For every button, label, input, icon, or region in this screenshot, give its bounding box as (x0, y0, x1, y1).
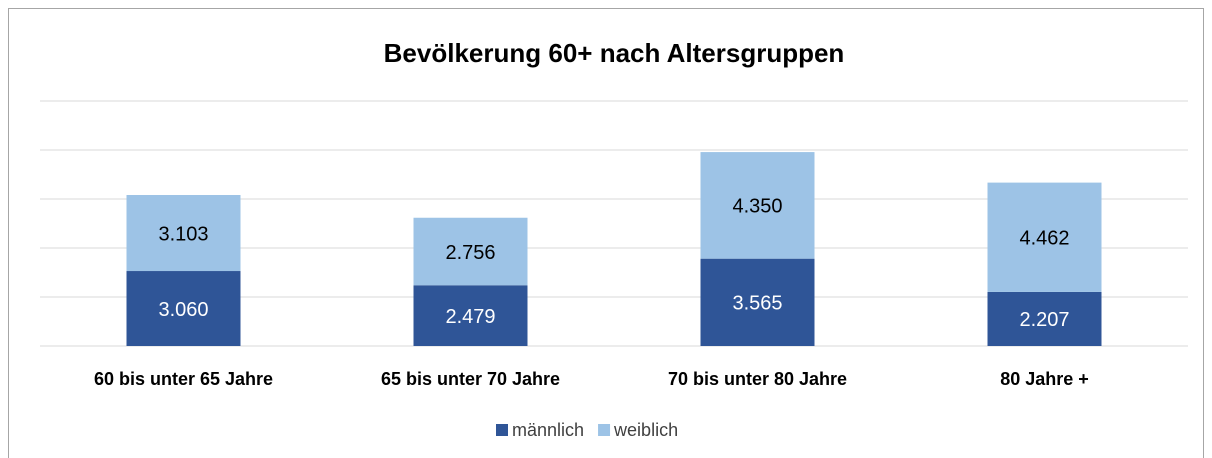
legend-label: weiblich (613, 420, 678, 440)
legend-swatch (496, 424, 508, 436)
data-label: 2.479 (445, 306, 495, 328)
data-label: 3.060 (158, 299, 208, 321)
data-label: 2.207 (1019, 309, 1069, 331)
bar-segment (700, 258, 815, 346)
x-tick-label: 65 bis unter 70 Jahre (381, 369, 560, 389)
chart-title: Bevölkerung 60+ nach Altersgruppen (384, 38, 845, 68)
bar-segment (700, 152, 815, 259)
data-label: 4.462 (1019, 228, 1069, 250)
bar-segment (987, 182, 1102, 292)
x-tick-label: 60 bis unter 65 Jahre (94, 369, 273, 389)
x-tick-label: 70 bis unter 80 Jahre (668, 369, 847, 389)
data-label: 4.350 (732, 196, 782, 218)
bar-segment (413, 285, 528, 346)
bar-segment (126, 195, 241, 272)
legend-swatch (598, 424, 611, 436)
bar-segment (413, 217, 528, 286)
data-label: 3.565 (732, 293, 782, 315)
data-label: 2.756 (445, 242, 495, 264)
bar-segment (126, 271, 241, 346)
x-tick-label: 80 Jahre + (1000, 369, 1089, 389)
bar-segment (987, 291, 1102, 346)
data-label: 3.103 (158, 223, 208, 245)
legend-label: männlich (512, 420, 584, 440)
